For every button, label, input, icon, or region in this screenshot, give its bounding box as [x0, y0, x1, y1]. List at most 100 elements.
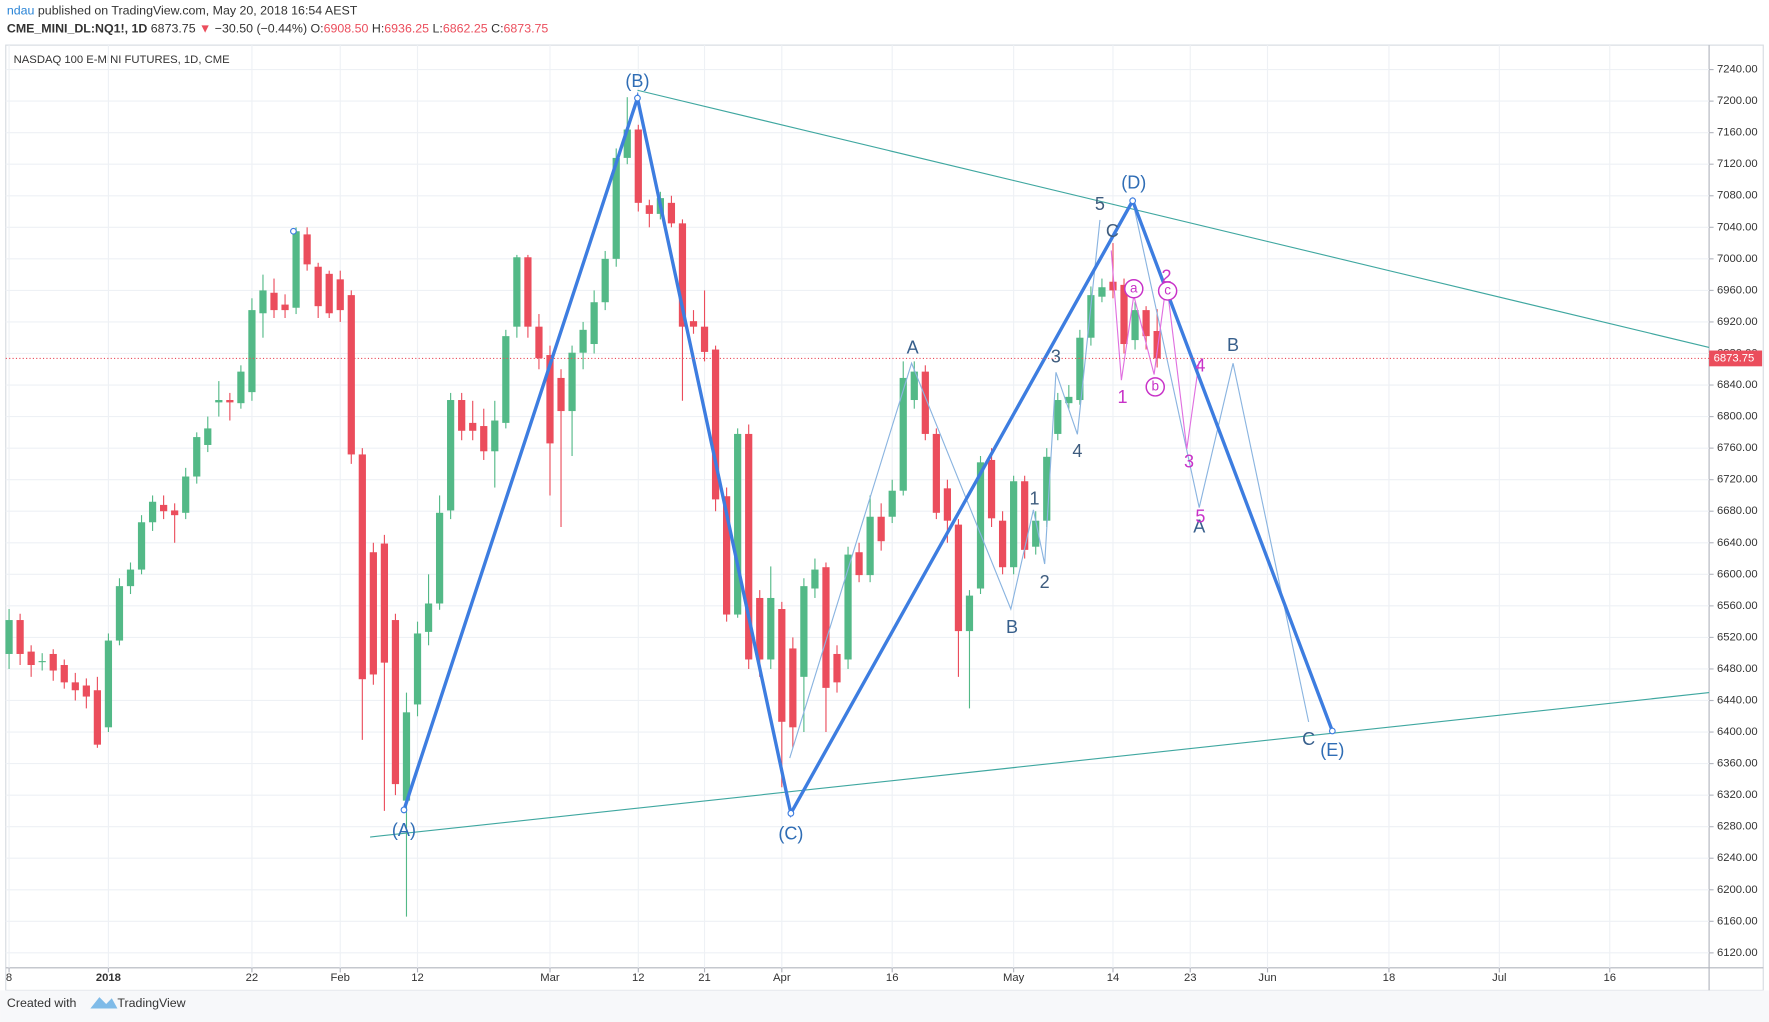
x-tick-label: 21: [698, 972, 711, 984]
candle-body: [71, 682, 79, 691]
candle-body: [943, 488, 952, 521]
pivot: [634, 94, 641, 102]
footer-brand[interactable]: TradingView: [117, 996, 185, 1010]
header-line: ndau published on TradingView.com, May 2…: [7, 4, 358, 18]
candle-body: [745, 433, 753, 660]
candle-body: [314, 266, 322, 307]
published: published on TradingView.com, May 20, 20…: [38, 4, 358, 18]
candle-body: [148, 501, 157, 523]
y-tick-label: 6440.00: [1717, 694, 1758, 706]
symbol-line: CME_MINI_DL:NQ1!, 1D 6873.75 ▼ −30.50 (−…: [7, 22, 549, 36]
candle-body: [215, 400, 223, 403]
x-tick-label: Feb: [331, 972, 350, 984]
y-tick-label: 7160.00: [1717, 127, 1758, 139]
sub-wave-line: [1132, 200, 1310, 723]
candle-body: [700, 326, 709, 352]
candle-body: [601, 258, 609, 303]
label-circle: [1145, 377, 1165, 397]
candle-body: [535, 326, 543, 359]
footer: [0, 990, 1769, 1022]
x-tick-label: 16: [1603, 972, 1616, 984]
candle-body: [115, 586, 124, 641]
wave-label: 4: [1072, 441, 1082, 461]
candle-body: [5, 620, 13, 654]
candle-body: [491, 420, 499, 452]
label-circle: [1157, 281, 1178, 301]
candle-body: [667, 202, 676, 224]
y-tick-label: 6480.00: [1717, 663, 1758, 675]
candle-body: [226, 400, 234, 403]
h-value: 6936.25: [384, 22, 429, 36]
wave-label: 3: [1051, 346, 1061, 366]
candle-body: [160, 504, 168, 512]
wave-label: (A): [392, 820, 416, 840]
candle-body: [767, 597, 775, 660]
candle-body: [325, 273, 333, 314]
candle-body: [480, 426, 488, 452]
candle-body: [502, 336, 510, 423]
candle-body: [987, 459, 996, 519]
candle-body: [811, 569, 819, 589]
candle-body: [1054, 400, 1062, 434]
candle-body: [778, 609, 786, 722]
y-tick-label: 6680.00: [1717, 505, 1758, 517]
symbol: CME_MINI_DL:NQ1!, 1D: [7, 22, 147, 36]
x-tick-label: 16: [886, 972, 899, 984]
candle-body: [182, 476, 190, 513]
chart-title: NASDAQ 100 E-MINI FUTURES, 1D, CME: [14, 54, 230, 66]
candle-body: [402, 712, 411, 801]
candle-body: [1142, 310, 1150, 337]
y-tick-label: 7120.00: [1717, 158, 1758, 170]
candle-body: [49, 653, 57, 671]
x-tick-label: 14: [1107, 972, 1120, 984]
x-tick-label: Mar: [540, 972, 560, 984]
candle-body: [1076, 337, 1084, 401]
candle-body: [193, 437, 201, 477]
pivot: [400, 806, 408, 814]
x-tick-label: Jun: [1258, 972, 1276, 984]
y-tick-label: 6800.00: [1717, 411, 1758, 423]
author[interactable]: ndau: [7, 4, 35, 18]
minor-wave-line: [1110, 250, 1200, 450]
candle-body: [711, 349, 720, 500]
trend-line: [637, 89, 1710, 348]
candle-body: [27, 651, 35, 666]
wave-label: (B): [625, 71, 649, 91]
candle-body: [833, 653, 841, 683]
candle-body: [347, 295, 355, 455]
o-value: 6908.50: [324, 22, 369, 36]
last-price-label: 6873.75: [1714, 352, 1755, 364]
x-tick-label: 23: [1184, 972, 1197, 984]
candle-body: [734, 433, 742, 615]
x-tick-label: 2018: [96, 972, 121, 984]
candle-body: [1032, 520, 1040, 547]
candle-body: [612, 157, 620, 259]
pivot: [787, 809, 795, 817]
candle-body: [844, 554, 852, 660]
candle-body: [877, 516, 885, 542]
tradingview-logo[interactable]: [90, 997, 118, 1009]
candle-body: [998, 520, 1007, 568]
candle-body: [1131, 310, 1139, 341]
candle-body: [1153, 331, 1161, 359]
change: −30.50 (−0.44%): [215, 22, 307, 36]
y-tick-label: 6960.00: [1717, 284, 1758, 296]
candle-body: [756, 597, 764, 660]
c-value: 6873.75: [504, 22, 549, 36]
label-circle: [1124, 279, 1144, 299]
l-label: L:: [433, 22, 443, 36]
last-price-box: [1709, 350, 1763, 367]
c-label: C:: [491, 22, 503, 36]
wave-label: 3: [1184, 451, 1194, 471]
y-tick-label: 6120.00: [1717, 947, 1758, 959]
candle-body: [469, 422, 477, 431]
y-tick-label: 6240.00: [1717, 852, 1758, 864]
wave-label: 4: [1195, 355, 1205, 375]
y-tick-label: 6400.00: [1717, 726, 1758, 738]
candle-body: [1120, 284, 1128, 345]
candle-body: [513, 257, 521, 327]
candle-body: [1043, 456, 1051, 521]
candle-body: [579, 329, 587, 353]
candle-body: [932, 433, 940, 513]
footer-text: Created with: [7, 996, 77, 1010]
